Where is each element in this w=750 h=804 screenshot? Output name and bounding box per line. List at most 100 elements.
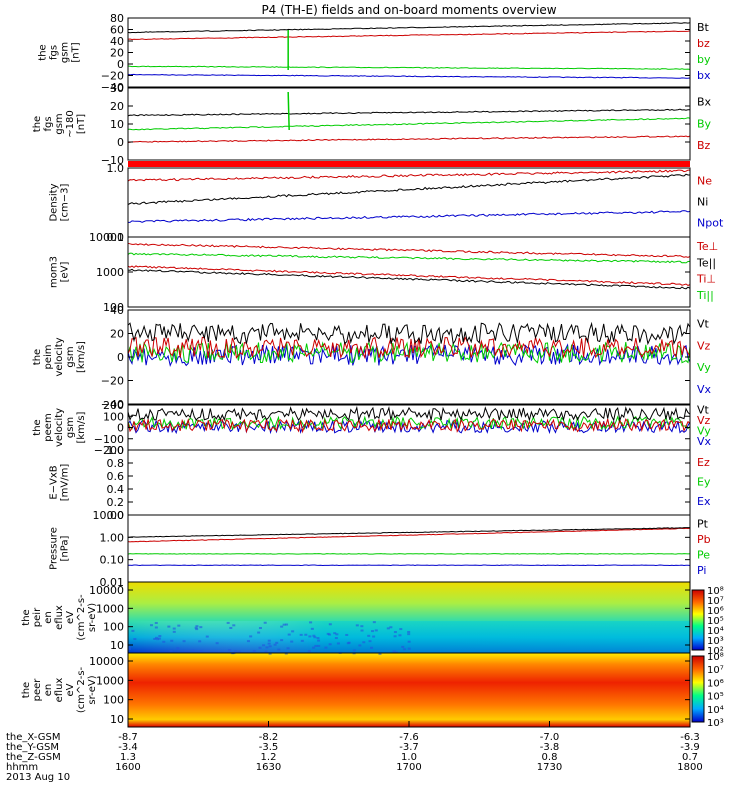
panel-p5-legend-3: Vx [697, 383, 712, 396]
spectrogram-s1-speckle [368, 640, 372, 643]
panel-p4-tick-label: 10000 [89, 231, 124, 244]
panel-p1-ylabel: fgs [49, 45, 60, 60]
spectrogram-s1-speckle [232, 624, 236, 627]
panel-p5-tick-label: 40 [110, 304, 124, 317]
panel-p7-ylabel: E−VxB [49, 465, 60, 499]
panel-p8-legend-0: Pt [697, 517, 709, 530]
spectrogram-s1-ylabel: sr-eV) [87, 603, 98, 632]
spectrogram-s2-colorbar [691, 655, 705, 723]
panel-p8-ylabel: [nPa] [60, 535, 71, 561]
spectrogram-s1-speckle [263, 621, 267, 624]
ephem-name-0: the_X-GSM [6, 732, 60, 743]
panel-p3-ylabel: Density [49, 183, 60, 221]
panel-p1-ylabel: [nT] [71, 42, 82, 62]
panel-p1-legend-0: Bt [697, 21, 710, 34]
panel-p7-tick-label: 0.0 [107, 509, 125, 522]
spectrogram-s2-tick-label: 10 [110, 713, 124, 726]
spectrogram-s1-speckle [313, 636, 317, 639]
panel-p3-legend-0: Ne [697, 175, 712, 188]
x-tick-label: 1700 [396, 762, 421, 773]
spectrogram-s1-speckle [237, 650, 241, 653]
ephem-name-1: the_Y-GSM [6, 742, 59, 753]
panel-p4-legend-0: Te⊥ [696, 240, 718, 253]
panel-p2-tick-label: 0 [117, 136, 124, 149]
spectrogram-s1-speckle [252, 649, 256, 652]
ephem-value: 0.7 [682, 752, 698, 763]
panel-p4-bg [128, 237, 690, 307]
spectrogram-s1-speckle [372, 621, 376, 624]
panel-p2-legend-0: Bx [697, 95, 712, 108]
spectrogram-s1-speckle [265, 646, 269, 649]
spectrogram-s1-speckle [167, 625, 171, 628]
spectrogram-s1-speckle [158, 635, 162, 638]
spectrogram-s1-speckle [229, 626, 233, 629]
spectrogram-s1-ylabel: eflux [54, 605, 65, 630]
panel-p6-legend-3: Vx [697, 435, 712, 448]
spectrogram-s1-speckle [358, 644, 362, 647]
spectrogram-s1-speckle [402, 648, 406, 651]
spectrogram-s1-speckle [372, 635, 376, 638]
panel-p2-series-2 [127, 135, 691, 143]
spectrogram-s1-speckle [324, 646, 328, 649]
spectrogram-s1-speckle [312, 634, 316, 637]
panel-p6-series-1 [127, 417, 691, 434]
panel-p3-tick-label: 0.1 [107, 231, 125, 244]
spectrogram-s1-speckle [249, 635, 253, 638]
spectrogram-s1-speckle [170, 639, 174, 642]
spectrogram-s1-speckle [299, 633, 303, 636]
spectrogram-s1-speckle [393, 631, 397, 634]
spectrogram-s1-speckle [300, 639, 304, 642]
panel-p7-legend-0: Ez [697, 456, 710, 469]
spectrogram-s1-speckle [393, 635, 397, 638]
panel-p5-ylabel: peim [43, 344, 54, 369]
panel-p6-ylabel: peem [43, 413, 54, 441]
panel-p6-tick-label: −100 [94, 433, 124, 446]
ephem-value: -8.7 [118, 732, 138, 743]
panel-p3-series-0 [127, 169, 690, 182]
spectrogram-s1-speckle [309, 621, 313, 624]
panel-p2-series-0 [127, 108, 691, 117]
spectrogram-s1-speckle [277, 648, 281, 651]
spectrogram-s1-speckle [367, 634, 371, 637]
x-tick-label: 1600 [115, 762, 140, 773]
spectrogram-s1-speckle [316, 637, 320, 640]
panel-p5-legend-1: Vz [697, 339, 711, 352]
spectrogram-s1-speckle [291, 630, 295, 633]
panel-p5-legend-2: Vy [697, 361, 711, 374]
spectrogram-s1-colorbar-label: 10⁶ [707, 606, 724, 617]
panel-p6-ylabel: gsm [65, 417, 76, 438]
spectrogram-s1-speckle [234, 650, 238, 653]
spectrogram-s1-speckle [386, 627, 390, 630]
spectrogram-s1-speckle [205, 635, 209, 638]
panel-p1-tick-label: 60 [110, 24, 124, 37]
spectrogram-s1-colorbar-label: 10³ [707, 636, 724, 647]
spectrogram-s1-speckle [401, 645, 405, 648]
spectrogram-s1-speckle [392, 650, 396, 653]
panel-p4-ylabel: mom3 [49, 256, 60, 288]
ephem-value: -3.5 [259, 742, 279, 753]
x-tick-label: 1630 [256, 762, 281, 773]
spectrogram-s1-colorbar-label: 10² [707, 646, 724, 657]
panel-p7-ylabel: [mV/m] [60, 464, 71, 502]
spectrogram-s1-speckle [360, 629, 364, 632]
spectrogram-s1-speckle [198, 640, 202, 643]
spectrogram-s1-tick-label: 10 [110, 639, 124, 652]
panel-p4-series-3 [127, 252, 691, 264]
panel-p3-legend-2: Npot [697, 217, 724, 230]
panel-p6-tick-label: −200 [94, 444, 124, 457]
panel-p2-series-1 [128, 117, 691, 131]
spectrogram-s1-speckle [280, 625, 284, 628]
spectrogram-s2-ylabel: sr-eV) [87, 675, 98, 704]
spectrogram-s1-speckle [275, 641, 279, 644]
spectrogram-s1-speckle [328, 623, 332, 626]
spectrogram-s1-speckle [285, 623, 289, 626]
spectrogram-s1-speckle [328, 643, 332, 646]
panel-p1-tick-label: 80 [110, 12, 124, 25]
panel-p8-ylabel: Pressure [49, 527, 60, 570]
panel-p5-tick-label: −40 [101, 398, 124, 411]
panel-p7-tick-label: 1.0 [107, 444, 125, 457]
spectrogram-s1-speckle [131, 629, 135, 632]
spectrogram-s1-speckle [317, 639, 321, 642]
